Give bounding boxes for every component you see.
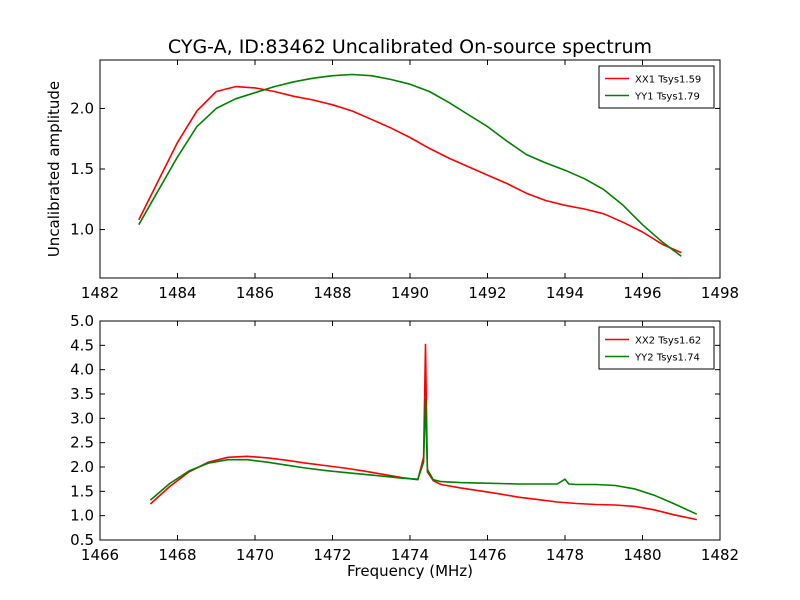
y-tick-label: 2.5 xyxy=(70,434,94,452)
y-tick-label: 4.5 xyxy=(70,336,94,354)
legend-box xyxy=(598,65,715,109)
bottom-spectrum-plot: 1466 1468 1470 1472 1474 1476 1478 1480 1482 0.5 1… xyxy=(70,312,739,580)
x-tick-label: 1482 xyxy=(81,284,119,302)
y-tick-label: 0.5 xyxy=(70,531,94,549)
top-spectrum-plot: 1482 1484 1486 1488 1490 1492 1494 1496 1498 1.0 1… xyxy=(45,59,739,302)
y-tick-label: 1.5 xyxy=(70,482,94,500)
x-tick-label: 1492 xyxy=(468,284,506,302)
legend-entry: XX2 Tsys1.62 xyxy=(635,336,701,347)
y-tick-label: 1.0 xyxy=(70,507,94,525)
legend-box xyxy=(598,326,715,370)
x-tick-label: 1496 xyxy=(623,284,661,302)
x-axis-label: Frequency (MHz) xyxy=(347,562,473,580)
x-tick-label: 1498 xyxy=(701,284,739,302)
y-tick-label: 5.0 xyxy=(70,312,94,330)
x-tick-label: 1468 xyxy=(158,546,196,564)
series-lines xyxy=(149,343,698,521)
y-tick-label: 3.5 xyxy=(70,385,94,403)
x-tick-label: 1486 xyxy=(236,284,274,302)
series-line-yy2-tsys1-74 xyxy=(149,398,698,515)
figure-title: CYG-A, ID:83462 Uncalibrated On-source s… xyxy=(168,36,652,58)
y-tick-label: 1.5 xyxy=(70,160,94,178)
y-tick-label: 2.0 xyxy=(70,99,94,117)
x-tick-label: 1478 xyxy=(546,546,584,564)
x-tick-label: 1494 xyxy=(546,284,584,302)
series-lines xyxy=(138,73,682,257)
x-tick-label: 1484 xyxy=(158,284,196,302)
x-tick-label: 1472 xyxy=(313,546,351,564)
x-tick-label: 1476 xyxy=(468,546,506,564)
legend: XX1 Tsys1.59 YY1 Tsys1.79 xyxy=(598,65,715,109)
y-tick-label: 2.0 xyxy=(70,458,94,476)
legend: XX2 Tsys1.62 YY2 Tsys1.74 xyxy=(598,326,715,370)
y-axis-label: Uncalibrated amplitude xyxy=(45,81,63,257)
legend-entry: XX1 Tsys1.59 xyxy=(635,75,701,86)
x-tick-label: 1482 xyxy=(701,546,739,564)
x-tick-label: 1470 xyxy=(236,546,274,564)
y-tick-label: 3.0 xyxy=(70,409,94,427)
x-tick-label: 1466 xyxy=(81,546,119,564)
series-line-xx2-tsys1-62 xyxy=(149,343,697,521)
x-tick-label: 1474 xyxy=(391,546,429,564)
x-tick-label: 1480 xyxy=(623,546,661,564)
series-line-xx1-tsys1-59 xyxy=(138,85,682,254)
y-tick-label: 4.0 xyxy=(70,361,94,379)
series-line-yy1-tsys1-79 xyxy=(138,73,682,257)
legend-entry: YY1 Tsys1.79 xyxy=(634,92,700,103)
x-tick-label: 1490 xyxy=(391,284,429,302)
legend-entry: YY2 Tsys1.74 xyxy=(634,353,700,364)
x-tick-label: 1488 xyxy=(313,284,351,302)
y-tick-label: 1.0 xyxy=(70,221,94,239)
